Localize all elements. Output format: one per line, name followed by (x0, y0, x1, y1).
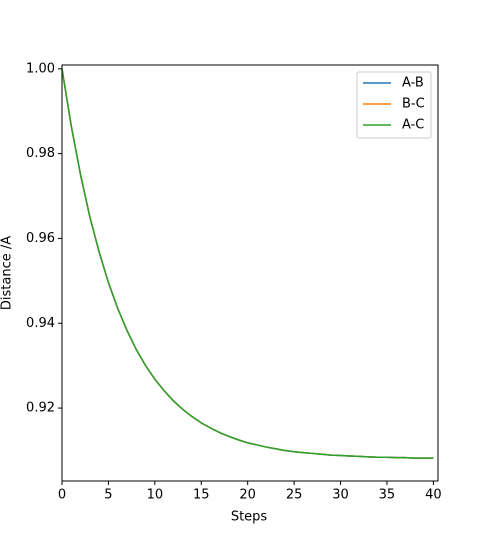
legend-box (356, 71, 432, 139)
y-tick-label: 0.92 (26, 401, 55, 416)
legend-label: A-C (402, 118, 424, 133)
x-tick-label: 20 (239, 488, 256, 503)
legend-label: B-C (402, 97, 425, 112)
x-tick-label: 0 (58, 488, 66, 503)
y-tick-label: 0.98 (26, 146, 55, 161)
plot-frame (61, 64, 439, 482)
y-tick-label: 0.96 (26, 231, 55, 246)
x-tick-label: 40 (425, 488, 442, 503)
x-tick-label: 5 (104, 488, 112, 503)
series-line (61, 68, 434, 459)
y-tick-label: 0.94 (26, 316, 55, 331)
y-tick-label: 1.00 (26, 61, 55, 76)
x-tick-label: 25 (286, 488, 303, 503)
x-tick-label: 15 (193, 488, 210, 503)
y-axis-label: Distance /A (0, 236, 15, 310)
x-tick-label: 10 (147, 488, 164, 503)
legend-label: A-B (402, 76, 424, 91)
x-tick-label: 35 (379, 488, 396, 503)
x-tick-label: 30 (332, 488, 349, 503)
x-axis-label: Steps (231, 510, 268, 525)
